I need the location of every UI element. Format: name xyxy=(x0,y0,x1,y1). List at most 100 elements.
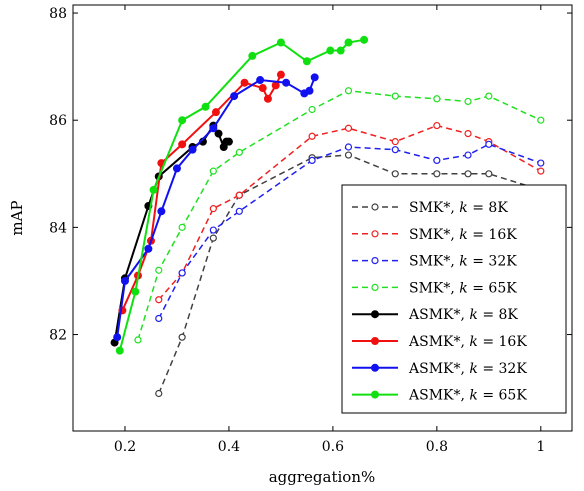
series-2 xyxy=(155,140,545,323)
legend-label: ASMK*, k = 8K xyxy=(408,307,518,323)
data-point xyxy=(310,73,319,82)
legend-label: SMK*, k = 16K xyxy=(409,227,517,243)
y-axis-ticks: 82 84 86 88 xyxy=(49,6,572,344)
data-point xyxy=(157,207,166,216)
x-tick-label: 0.2 xyxy=(114,439,136,455)
series-layer xyxy=(110,35,545,398)
data-point xyxy=(271,81,280,90)
data-point xyxy=(276,70,285,79)
data-point xyxy=(308,156,316,164)
data-point xyxy=(282,78,291,87)
data-point xyxy=(178,333,186,341)
legend-label: ASMK*, k = 16K xyxy=(408,334,527,350)
series-6 xyxy=(113,73,319,342)
data-point xyxy=(391,138,399,146)
data-point xyxy=(537,116,545,124)
x-tick-label: 0.6 xyxy=(322,439,344,455)
series-1 xyxy=(155,121,545,304)
data-point xyxy=(344,124,353,132)
plot-frame xyxy=(72,4,573,432)
legend-label: SMK*, k = 8K xyxy=(409,200,508,216)
data-point xyxy=(209,205,217,213)
x-tick-label: 0.4 xyxy=(218,439,240,455)
data-point xyxy=(131,287,140,296)
data-point xyxy=(224,137,233,146)
data-point xyxy=(263,94,272,103)
y-axis-label: mAP xyxy=(8,200,26,235)
legend-marker xyxy=(371,257,379,265)
legend-marker xyxy=(371,337,379,345)
data-point xyxy=(155,266,163,274)
data-point xyxy=(464,130,472,138)
legend: SMK*, k = 8K SMK*, k = 16K SMK*, k = 32K SM… xyxy=(341,184,567,414)
series-line xyxy=(137,89,542,341)
data-point xyxy=(464,170,472,178)
data-point xyxy=(201,102,210,111)
legend-label: SMK*, k = 65K xyxy=(409,280,517,296)
data-point xyxy=(134,336,142,344)
data-point xyxy=(485,170,493,178)
series-3 xyxy=(134,87,545,344)
legend-label: ASMK*, k = 32K xyxy=(408,361,527,377)
data-point xyxy=(276,38,285,47)
data-point xyxy=(214,129,223,138)
data-point xyxy=(178,269,186,277)
data-point xyxy=(240,78,249,87)
data-point xyxy=(172,164,181,173)
data-point xyxy=(537,159,545,167)
data-point xyxy=(235,148,243,156)
data-point xyxy=(178,223,186,231)
data-point xyxy=(336,46,345,55)
legend-label: SMK*, k = 32K xyxy=(409,254,517,270)
data-point xyxy=(485,92,493,100)
data-point xyxy=(344,151,353,159)
data-point xyxy=(302,57,311,66)
x-axis-label: aggregation% xyxy=(269,468,376,486)
data-point xyxy=(433,156,441,164)
data-point xyxy=(256,76,265,85)
data-point xyxy=(113,333,122,342)
data-point xyxy=(464,97,472,106)
data-point xyxy=(433,95,441,103)
x-tick-label: 1 xyxy=(536,439,545,455)
y-tick-label: 82 xyxy=(49,328,67,344)
data-point xyxy=(344,38,353,47)
data-point xyxy=(209,234,217,242)
data-point xyxy=(537,167,545,175)
series-line xyxy=(113,123,229,343)
data-point xyxy=(485,140,493,148)
data-point xyxy=(258,84,267,93)
legend-marker xyxy=(371,363,379,372)
y-tick-label: 86 xyxy=(49,113,67,129)
data-point xyxy=(248,51,257,60)
legend-label: ASMK*, k = 65K xyxy=(408,388,527,404)
legend-box xyxy=(341,184,567,414)
series-line xyxy=(158,124,542,301)
data-point xyxy=(209,167,217,175)
data-point xyxy=(144,244,153,253)
series-7 xyxy=(115,35,369,355)
data-point xyxy=(230,92,239,101)
legend-marker xyxy=(371,390,379,399)
data-point xyxy=(209,124,218,133)
data-point xyxy=(391,146,399,154)
data-point xyxy=(344,87,353,95)
data-point xyxy=(235,191,243,199)
data-point xyxy=(155,389,163,398)
data-point xyxy=(155,314,163,323)
data-point xyxy=(308,105,316,114)
legend-marker xyxy=(371,203,379,211)
data-point xyxy=(308,132,316,140)
data-point xyxy=(360,35,369,44)
data-point xyxy=(120,276,129,285)
series-0 xyxy=(155,151,545,398)
legend-marker xyxy=(371,283,379,291)
data-point xyxy=(149,185,158,194)
data-point xyxy=(433,170,441,178)
data-point xyxy=(155,296,163,304)
data-point xyxy=(235,207,243,215)
y-tick-label: 88 xyxy=(49,6,67,22)
data-point xyxy=(344,143,353,151)
data-point xyxy=(209,226,217,234)
